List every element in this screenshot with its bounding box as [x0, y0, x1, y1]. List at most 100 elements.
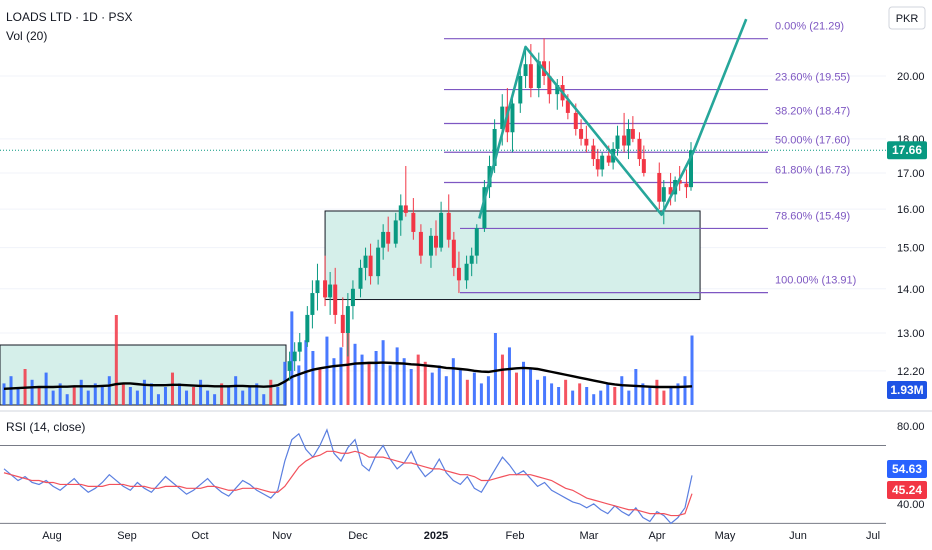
fib-level-label: 100.00% (13.91) [775, 275, 856, 287]
chart-title: LOADS LTD · 1D · PSX [6, 10, 132, 24]
time-axis-ticks: Aug Sep Oct Nov Dec 2025 Feb Mar Apr May Jun Jul [42, 530, 880, 542]
volume-bar [683, 376, 687, 405]
volume-bar [30, 379, 34, 405]
time-tick-label: Mar [580, 530, 599, 542]
candle-body [657, 172, 662, 202]
volume-bar [135, 390, 139, 405]
candle-body [376, 247, 381, 277]
volume-bar [332, 358, 336, 405]
candle-body [323, 280, 328, 298]
candle-body [661, 187, 666, 202]
volume-bar [65, 394, 69, 405]
candle-body [368, 255, 373, 277]
candle-body [451, 239, 456, 268]
price-tick-label: 16.00 [897, 204, 925, 216]
volume-bar [557, 387, 561, 405]
candle-body [637, 138, 642, 160]
candle-body [668, 187, 673, 195]
volume-bar [156, 394, 160, 405]
volume-bar [107, 376, 111, 405]
volume-bar [444, 376, 448, 405]
candle-body [630, 128, 635, 139]
candle-body [403, 205, 408, 213]
volume-bar [437, 365, 441, 405]
volume-ma-line [3, 361, 693, 390]
volume-bar [648, 387, 652, 405]
volume-bar [578, 383, 582, 405]
pattern-drawing[interactable] [478, 18, 748, 219]
volume-bar [522, 361, 526, 405]
candle-body [469, 255, 474, 264]
consolidation-box [324, 210, 701, 301]
candle-body [573, 112, 578, 129]
volume-bar [676, 383, 680, 405]
volume-bar [142, 379, 146, 405]
volume-bar [220, 383, 224, 405]
volume-bar [655, 379, 659, 405]
volume-bar [564, 379, 568, 405]
candle-body [305, 314, 310, 343]
volume-bar [423, 361, 427, 405]
price-tick-label: 17.00 [897, 168, 925, 180]
price-tick-label: 13.00 [897, 328, 925, 340]
volume-bar [409, 369, 413, 405]
time-tick-label: Aug [42, 530, 62, 542]
fib-level-label: 38.20% (18.47) [775, 105, 850, 117]
time-tick-label: Dec [348, 530, 368, 542]
volume-bar [170, 372, 174, 405]
candle-body [411, 212, 416, 232]
time-tick-label: 2025 [424, 530, 448, 542]
volume-bar [367, 361, 371, 405]
candle-body [528, 64, 533, 89]
volume-bar [599, 390, 603, 405]
volume-bar [206, 390, 210, 405]
candle-body [492, 128, 497, 166]
volume-bar [543, 376, 547, 405]
volume-bar [100, 387, 104, 405]
price-tick-label: 15.00 [897, 243, 925, 255]
candle-body [595, 159, 600, 170]
volume-bar [318, 369, 322, 405]
volume-bar [465, 379, 469, 405]
fib-level-label: 78.60% (15.49) [775, 210, 850, 222]
price-axis[interactable] [886, 0, 932, 550]
candle-body [689, 150, 693, 188]
volume-bar [360, 354, 364, 405]
currency-button[interactable] [888, 6, 926, 30]
volume-bar [199, 379, 203, 405]
candle-body [536, 61, 541, 89]
volume-bar [163, 387, 167, 405]
volume-bar [641, 383, 645, 405]
time-tick-label: Nov [272, 530, 292, 542]
consolidation-rect [324, 210, 701, 301]
time-tick-label: Oct [191, 530, 208, 542]
candle-body [510, 103, 515, 133]
candle-body [393, 220, 398, 244]
rsi-ma-value: 45.24 [892, 483, 922, 497]
volume-bar [620, 376, 624, 405]
candle-body [555, 85, 560, 95]
volume-badge: 1.93M [887, 381, 927, 399]
candle-body [622, 135, 627, 146]
volume-bar [395, 347, 399, 405]
candle-body [386, 231, 391, 244]
candle-body [600, 155, 605, 170]
candle-body [684, 183, 689, 188]
time-tick-label: Feb [506, 530, 525, 542]
candle-body [340, 314, 345, 333]
volume-bar [128, 387, 132, 405]
last-price-value: 17.66 [892, 143, 922, 157]
candle-body [398, 205, 403, 221]
volume-bar [613, 387, 617, 405]
volume-bar [536, 379, 540, 405]
volume-bar [2, 383, 6, 405]
volume-bar [585, 387, 589, 405]
volume-bar [339, 347, 343, 405]
volume-bar [283, 361, 287, 405]
volume-bar [37, 387, 41, 405]
volume-bar [381, 340, 385, 405]
volume-bar [213, 394, 217, 405]
candle-body [297, 342, 302, 352]
volume-bar [227, 387, 231, 405]
